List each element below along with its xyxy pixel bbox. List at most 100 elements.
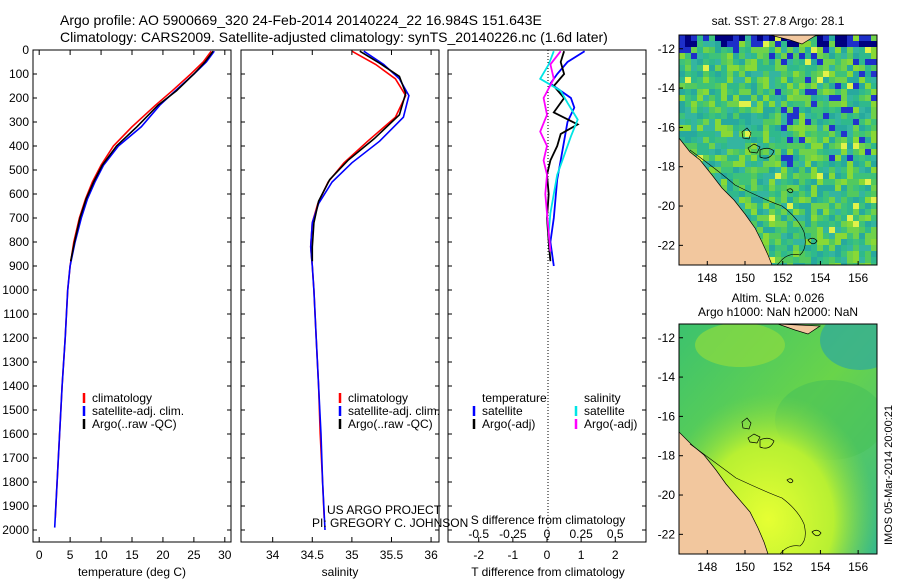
sst-cell: [823, 101, 829, 107]
imos-timestamp: IMOS 05-Mar-2014 20:00:21: [883, 405, 895, 545]
salinity-difference-tick-label: 0: [544, 527, 551, 541]
sst-cell: [865, 239, 871, 245]
sla-map-title-2: Argo h1000: NaN h2000: NaN: [698, 305, 858, 319]
sst-cell: [823, 155, 829, 161]
sst-cell: [835, 89, 841, 95]
sst-cell: [871, 95, 877, 101]
sst-cell: [715, 143, 721, 149]
sst-cell: [727, 191, 733, 197]
sst-cell: [757, 185, 763, 191]
sst-cell: [715, 137, 721, 143]
sst-cell: [805, 149, 811, 155]
sst-cell: [733, 53, 739, 59]
sst-cell: [769, 245, 775, 251]
sst-cell: [823, 209, 829, 215]
sst-cell: [703, 71, 709, 77]
sst-cell: [841, 239, 847, 245]
sst-cell: [841, 185, 847, 191]
sst-cell: [703, 53, 709, 59]
sst-cell: [841, 167, 847, 173]
sla-xtick-label: 156: [848, 560, 868, 574]
depth-tick-label: 200: [9, 91, 29, 105]
sst-cell: [685, 119, 691, 125]
sst-cell: [865, 221, 871, 227]
sst-cell: [847, 179, 853, 185]
salinity-xtick-label: 36: [424, 548, 438, 562]
sst-cell: [679, 41, 685, 47]
sst-cell: [769, 191, 775, 197]
sst-cell: [847, 83, 853, 89]
sst-cell: [841, 35, 847, 41]
sst-cell: [733, 77, 739, 83]
sst-cell: [709, 65, 715, 71]
sst-cell: [685, 137, 691, 143]
sst-cell: [829, 119, 835, 125]
sst-land: [679, 137, 773, 265]
sla-map-frame: [678, 323, 878, 555]
sst-cell: [763, 35, 769, 41]
sst-cell: [859, 77, 865, 83]
sst-cell: [733, 71, 739, 77]
sst-cell: [679, 35, 685, 41]
sst-cell: [721, 155, 727, 161]
sst-cell: [799, 71, 805, 77]
difference-xtick-label: 2: [612, 548, 619, 562]
sst-cell: [841, 47, 847, 53]
sst-cell: [787, 263, 793, 265]
sst-cell: [763, 245, 769, 251]
sst-cell: [787, 233, 793, 239]
sst-cell: [811, 65, 817, 71]
sst-cell: [733, 95, 739, 101]
sst-cell: [685, 107, 691, 113]
sst-cell: [841, 149, 847, 155]
sst-cell: [799, 131, 805, 137]
sla-x-ticks: 148 150 152 154 156: [697, 550, 868, 574]
sst-cell: [745, 143, 751, 149]
sst-cell: [697, 47, 703, 53]
sst-cell: [841, 59, 847, 65]
sla-land: [679, 431, 769, 554]
sst-cell: [835, 131, 841, 137]
sst-cell: [865, 173, 871, 179]
sst-cell: [811, 161, 817, 167]
sst-cell: [793, 53, 799, 59]
sst-cell: [745, 65, 751, 71]
sst-cell: [793, 59, 799, 65]
sst-cell: [871, 221, 877, 227]
sst-cell: [763, 221, 769, 227]
sst-cell: [793, 203, 799, 209]
sst-cell: [865, 71, 871, 77]
sst-cell: [853, 173, 859, 179]
sst-cell: [775, 251, 781, 257]
sst-cell: [757, 65, 763, 71]
sst-cell: [691, 83, 697, 89]
sst-cell: [715, 59, 721, 65]
sst-cell: [703, 35, 709, 41]
sst-cell: [769, 257, 775, 263]
sst-cell: [751, 101, 757, 107]
sst-cell: [865, 65, 871, 71]
sst-cell: [871, 107, 877, 113]
sst-cell: [709, 149, 715, 155]
sst-cell: [871, 239, 877, 245]
sst-cell: [745, 89, 751, 95]
sst-cell: [799, 251, 805, 257]
sst-cell: [805, 203, 811, 209]
sst-cell: [757, 209, 763, 215]
sst-cell: [859, 197, 865, 203]
sst-cell: [787, 71, 793, 77]
sst-cell: [871, 149, 877, 155]
sst-cell: [781, 245, 787, 251]
sst-cell: [829, 155, 835, 161]
sst-cell: [859, 155, 865, 161]
sst-cell: [865, 179, 871, 185]
difference-legend-title-salinity: salinity: [584, 391, 621, 405]
credit-line-2: PI: GREGORY C. JOHNSON: [312, 516, 468, 530]
sst-cell: [757, 59, 763, 65]
sst-cell: [733, 143, 739, 149]
sst-cell: [871, 155, 877, 161]
sst-cell: [781, 89, 787, 95]
sst-cell: [781, 47, 787, 53]
sst-cell: [805, 191, 811, 197]
